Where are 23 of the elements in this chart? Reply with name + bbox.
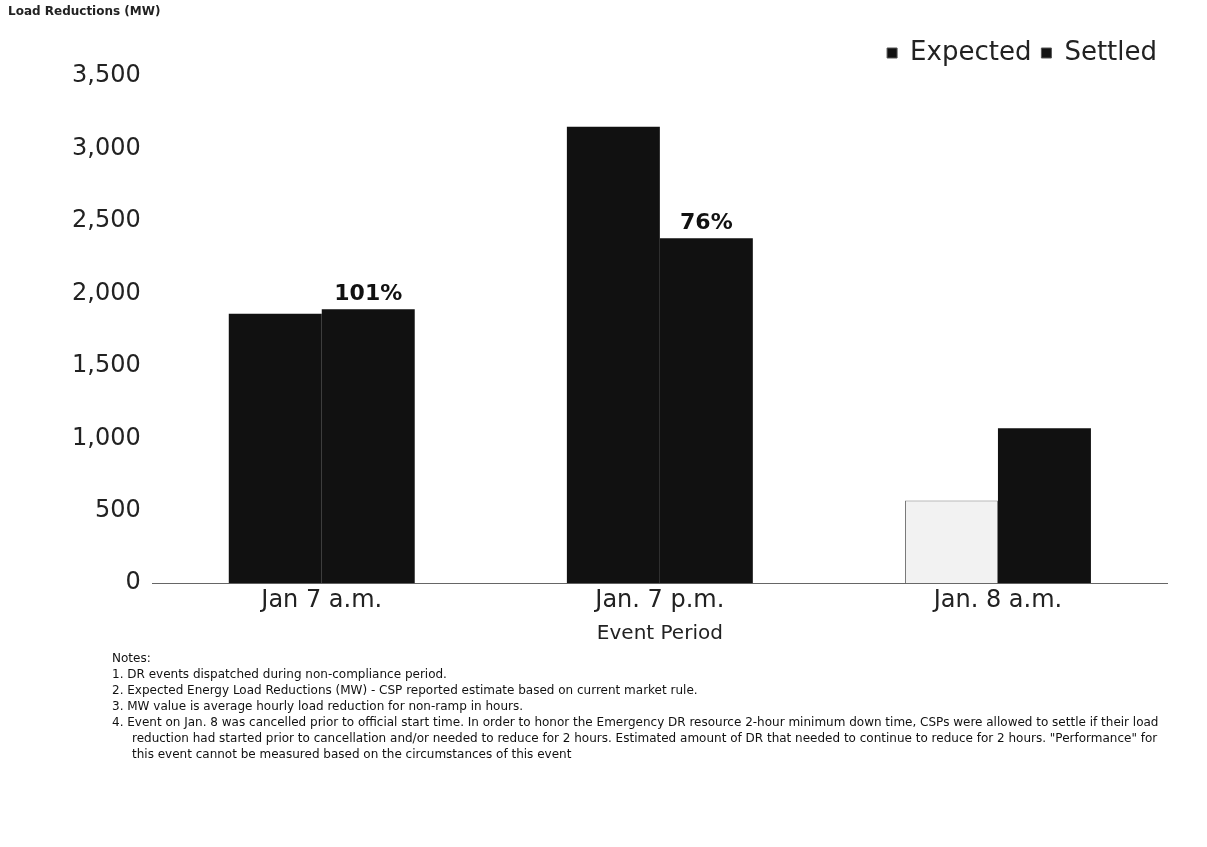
y-tick-label: 2,500: [71, 205, 141, 234]
y-tick-label: 1,000: [71, 422, 141, 451]
annotation: 101%: [334, 280, 403, 306]
y-tick-label: 3,000: [71, 132, 141, 161]
text: 1. DR events dispatched during non-compliance period.: [112, 666, 448, 682]
text: Notes:: [112, 650, 152, 666]
y-tick-label: 0: [125, 567, 141, 596]
text: 3. MW value is average hourly load reduction for non-ramp in hours.: [112, 698, 524, 714]
text: 2. Expected Energy Load Reductions (MW) - CSP reported estimate based on current market rule.: [112, 682, 699, 698]
y-tick-label: 3,500: [71, 60, 141, 89]
text: 4. Event on Jan. 8 was cancelled prior to official start time. In order to honor the Emergency DR resource 2-hour minimum down time, CSPs were allowed to settle if their load reduction had started prior to cancellation and/or needed to reduce for 2 hours. Estimated amount of DR that needed to continue to reduce for 2 hours. "Performance" for this event cannot be measured based on the circumstances of this event: [112, 714, 1160, 762]
x-tick-label: Jan. 7 p.m.: [593, 584, 725, 613]
annotation: 76%: [680, 209, 733, 235]
legend-label: Settled: [1064, 35, 1158, 66]
y-tick-label: 500: [94, 494, 141, 523]
x-tick-label: Jan 7 a.m.: [259, 584, 383, 613]
y-tick-label: 2,000: [71, 277, 141, 306]
x-axis-title: Event Period: [596, 620, 723, 645]
bar: [997, 428, 1091, 584]
x-tick-label: Jan. 8 a.m.: [931, 584, 1063, 613]
y-axis-title: Load Reductions (MW): [8, 4, 161, 18]
legend-label: Expected: [910, 35, 1032, 66]
y-tick-label: 1,500: [71, 350, 141, 379]
